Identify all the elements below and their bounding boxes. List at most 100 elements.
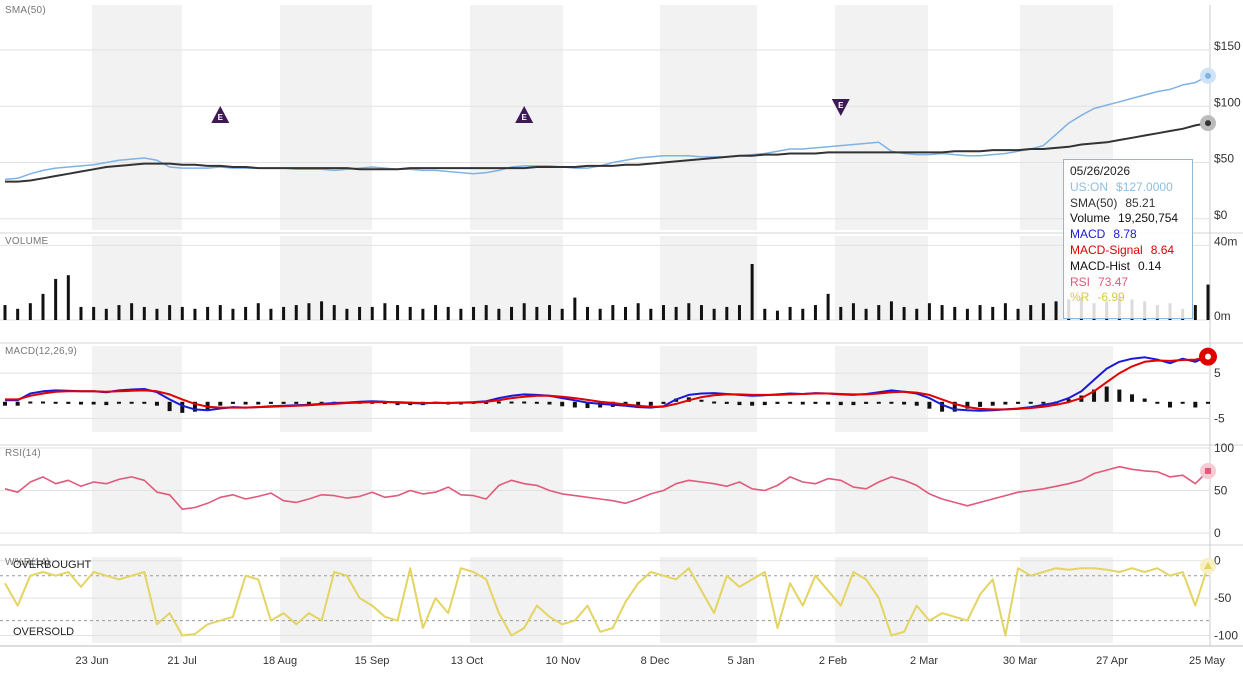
tooltip-price-row: US:ON $127.0000 xyxy=(1070,180,1186,196)
macd-hist-bar xyxy=(78,401,83,405)
macd-hist-bar xyxy=(218,401,223,406)
y-tick-label: $150 xyxy=(1214,39,1241,53)
tooltip-signal-row: MACD-Signal 8.64 xyxy=(1070,243,1186,259)
volume-bar xyxy=(978,305,982,320)
date-band xyxy=(280,346,372,432)
x-tick-label: 15 Sep xyxy=(355,655,390,667)
volume-bar xyxy=(307,303,311,320)
y-tick-label: $50 xyxy=(1214,152,1234,166)
x-tick-label: 5 Jan xyxy=(728,655,755,667)
macd-hist-bar xyxy=(750,401,755,406)
y-tick-label: $0 xyxy=(1214,208,1228,222)
x-tick-label: 30 Mar xyxy=(1003,655,1038,667)
volume-bar xyxy=(522,303,526,320)
volume-bar xyxy=(408,306,412,320)
price-panel-label: SMA(50) xyxy=(5,5,46,16)
volume-bar xyxy=(661,305,665,320)
volume-bar xyxy=(611,305,615,320)
volume-bar xyxy=(421,308,425,320)
date-band xyxy=(92,5,182,230)
volume-bar xyxy=(497,308,501,320)
volume-bar xyxy=(41,293,45,320)
macd-end-dot xyxy=(1205,353,1211,360)
macd-hist-bar xyxy=(1155,401,1160,404)
volume-bar xyxy=(737,305,741,320)
volume-bar xyxy=(915,308,919,320)
sma-line xyxy=(5,122,1209,183)
volume-bar xyxy=(3,305,7,320)
tooltip-hist-value: 0.14 xyxy=(1138,258,1162,273)
volume-bar xyxy=(269,308,273,320)
wr-end-marker xyxy=(1204,561,1212,569)
volume-bar xyxy=(877,305,881,320)
macd-hist-bar xyxy=(800,401,805,405)
macd-hist-bar xyxy=(154,401,159,406)
volume-bar xyxy=(472,306,476,320)
macd-hist-bar xyxy=(1028,401,1033,404)
crosshair-tooltip: 05/26/2026 US:ON $127.0000 SMA(50) 85.21 V… xyxy=(1063,159,1193,319)
volume-bar xyxy=(370,306,374,320)
macd-hist-bar xyxy=(91,401,96,405)
y-tick-label: $100 xyxy=(1214,95,1241,109)
macd-hist-bar xyxy=(889,401,894,404)
tooltip-sma-value: 85.21 xyxy=(1125,195,1156,210)
tooltip-price-value: $127.0000 xyxy=(1116,179,1173,194)
volume-bar xyxy=(256,303,260,320)
overbought-label: OVERBOUGHT xyxy=(13,559,92,571)
volume-bar xyxy=(889,301,893,320)
macd-hist-bar xyxy=(737,401,742,406)
macd-hist-bar xyxy=(66,401,71,404)
y-tick-label: 0 xyxy=(1214,526,1221,540)
date-band xyxy=(1020,557,1113,643)
tooltip-hist-row: MACD-Hist 0.14 xyxy=(1070,259,1186,275)
macd-hist-bar xyxy=(1193,401,1198,408)
macd-hist-bar xyxy=(230,401,235,404)
volume-panel-label: VOLUME xyxy=(5,236,49,247)
date-band xyxy=(1020,346,1113,432)
volume-bar xyxy=(623,306,627,320)
volume-bar xyxy=(358,306,362,320)
volume-bar xyxy=(54,278,58,320)
volume-bar xyxy=(206,306,210,320)
macd-hist-bar xyxy=(15,401,20,406)
oversold-label: OVERSOLD xyxy=(13,626,75,638)
macd-hist-bar xyxy=(952,401,957,412)
macd-hist-bar xyxy=(1041,401,1046,404)
x-tick-label: 2 Mar xyxy=(910,655,938,667)
macd-hist-bar xyxy=(1003,401,1008,405)
macd-signal-line xyxy=(5,355,1209,411)
macd-hist-bar xyxy=(142,401,147,404)
macd-hist-bar xyxy=(129,401,134,404)
volume-bar xyxy=(699,305,703,320)
volume-bar xyxy=(750,264,754,320)
date-band xyxy=(835,236,928,320)
macd-hist-bar xyxy=(851,401,856,406)
macd-hist-bar xyxy=(319,401,324,404)
volume-bar xyxy=(28,303,32,320)
macd-hist-bar xyxy=(572,401,577,408)
volume-bar xyxy=(788,306,792,320)
price-end-dot xyxy=(1205,72,1211,79)
date-band xyxy=(660,557,757,643)
volume-bar xyxy=(193,308,197,320)
x-tick-label: 27 Apr xyxy=(1096,655,1128,667)
volume-bar xyxy=(345,308,349,320)
tooltip-hist-name: MACD-Hist xyxy=(1070,258,1130,273)
volume-bar xyxy=(649,308,653,320)
volume-bar xyxy=(991,306,995,320)
macd-hist-bar xyxy=(509,401,514,404)
earnings-marker-icon xyxy=(211,106,230,123)
macd-hist-bar xyxy=(838,401,843,406)
volume-bar xyxy=(66,275,70,320)
volume-bar xyxy=(155,308,159,320)
volume-bar xyxy=(586,306,590,320)
macd-hist-bar xyxy=(724,401,729,404)
price-line xyxy=(4,75,1209,181)
rsi-end-dot xyxy=(1205,467,1211,474)
macd-hist-bar xyxy=(940,401,945,412)
earnings-marker-label: E xyxy=(218,113,224,122)
x-tick-label: 13 Oct xyxy=(451,655,483,667)
date-band xyxy=(835,5,928,230)
y-tick-label: 50 xyxy=(1214,484,1228,498)
y-tick-label: 100 xyxy=(1214,441,1234,455)
